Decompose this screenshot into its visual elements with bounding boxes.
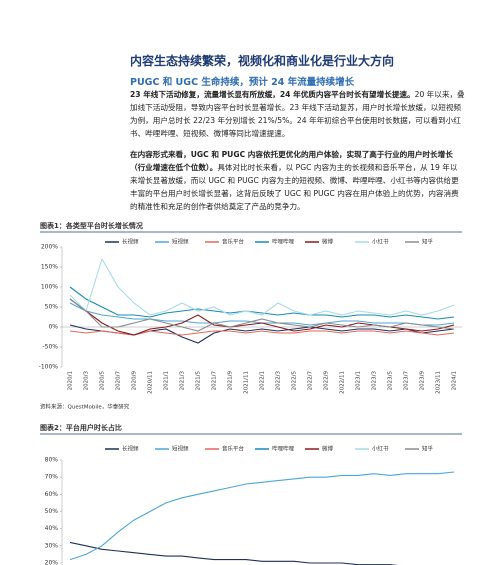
series-line xyxy=(69,257,455,316)
legend-label: 短视频 xyxy=(172,238,189,246)
series-line xyxy=(69,286,455,320)
plot xyxy=(69,257,455,344)
y-tick-label: 150% xyxy=(41,264,58,271)
legend-label: 微博 xyxy=(322,445,334,453)
y-tick-label: 200% xyxy=(41,244,58,251)
text: 20 年以来，叠加线下活动受阻，导致内容平台时长显著增长。23 年线下活动复苏，… xyxy=(130,90,465,138)
title: 内容生态持续繁荣，视频化和商业化是行业大方向 xyxy=(130,54,395,68)
series-line xyxy=(69,302,455,326)
figure-title: 图表1：各类型平台时长增长情况 xyxy=(40,221,143,230)
y-tick-label: -50% xyxy=(42,344,58,351)
legend-label: 知乎 xyxy=(422,445,434,453)
x-tick-label: 2022/11 xyxy=(340,371,346,394)
subtitle: PUGC 和 UGC 生命持续，预计 24 年流量持续增长 xyxy=(130,77,355,88)
figure-title: 图表2：平台用户时长占比 xyxy=(40,423,122,432)
legend-label: 知乎 xyxy=(422,238,434,246)
x-tick-label: 2023/11 xyxy=(436,371,442,394)
x-tick-label: 2021/7 xyxy=(212,371,218,391)
bold-lead: 23 年线下活动修复，流量增长显有所放缓，24 年优质内容平台时长有望增长提速。 xyxy=(130,90,415,99)
legend-label: 长视频 xyxy=(122,445,139,453)
y-tick-label: 20% xyxy=(45,560,59,565)
x-tick-label: 2023/3 xyxy=(372,371,378,391)
x-tick-label: 2020/11 xyxy=(148,371,154,394)
x-tick-label: 2021/3 xyxy=(180,371,186,391)
x-tick-label: 2021/11 xyxy=(244,371,250,394)
x-tick-label: 2020/9 xyxy=(132,371,138,391)
x-tick-label: 2021/1 xyxy=(164,371,170,390)
bold-lead: 在内容形式来看，UGC 和 PUGC 内容依托更优化的用户体验，实现了高于行业的… xyxy=(130,150,453,172)
x-tick-label: 2020/5 xyxy=(100,371,106,391)
x-tick-label: 2022/1 xyxy=(260,371,266,390)
x-tick-label: 2024/1 xyxy=(452,371,458,390)
x-tick-label: 2023/9 xyxy=(420,371,426,391)
x-tick-label: 2021/5 xyxy=(196,371,202,391)
series-line xyxy=(69,541,399,565)
paragraph: 在内容形式来看，UGC 和 PUGC 内容依托更优化的用户体验，实现了高于行业的… xyxy=(130,148,465,213)
legend-label: 长视频 xyxy=(122,238,139,246)
legend-label: 哔哩哔哩 xyxy=(272,445,295,453)
legend-label: 音乐平台 xyxy=(222,238,245,246)
y-tick-label: 50% xyxy=(45,508,59,515)
y-tick-label: 70% xyxy=(45,474,59,481)
x-tick-label: 2023/1 xyxy=(356,371,362,390)
x-tick-label: 2022/3 xyxy=(276,371,282,391)
y-tick-label: 40% xyxy=(45,525,59,532)
x-tick-label: 2022/9 xyxy=(324,371,330,391)
text: 具体对比时长来看，以 PGC 内容为主的长视频和音乐平台，从 19 年以来增长显… xyxy=(130,163,459,211)
x-tick-label: 2023/7 xyxy=(404,371,410,391)
y-tick-label: -100% xyxy=(39,364,59,371)
legend-label: 小红书 xyxy=(372,445,389,453)
x-tick-label: 2020/3 xyxy=(84,371,90,391)
x-tick-label: 2022/7 xyxy=(308,371,314,391)
x-tick-label: 2021/9 xyxy=(228,371,234,391)
plot xyxy=(69,471,455,565)
y-tick-label: 0% xyxy=(48,324,58,331)
series-line xyxy=(69,298,455,332)
x-tick-label: 2023/5 xyxy=(388,371,394,391)
y-tick-label: 80% xyxy=(45,457,59,464)
legend-label: 音乐平台 xyxy=(222,445,245,453)
y-tick-label: 30% xyxy=(45,542,59,549)
x-tick-label: 2022/5 xyxy=(292,371,298,391)
legend-label: 微博 xyxy=(322,238,334,246)
source: 资料来源：QuestMobile，华泰研究 xyxy=(40,403,130,411)
x-tick-label: 2020/7 xyxy=(116,371,122,391)
series-line xyxy=(69,298,455,336)
legend-label: 短视频 xyxy=(172,445,189,453)
y-tick-label: 100% xyxy=(41,284,58,291)
legend-label: 哔哩哔哩 xyxy=(272,238,295,246)
legend-label: 小红书 xyxy=(372,238,389,246)
series-line xyxy=(69,471,455,561)
y-tick-label: 50% xyxy=(45,304,59,311)
x-tick-label: 2020/1 xyxy=(68,371,74,390)
paragraph: 23 年线下活动修复，流量增长显有所放缓，24 年优质内容平台时长有望增长提速。… xyxy=(130,88,465,140)
y-tick-label: 60% xyxy=(45,491,59,498)
